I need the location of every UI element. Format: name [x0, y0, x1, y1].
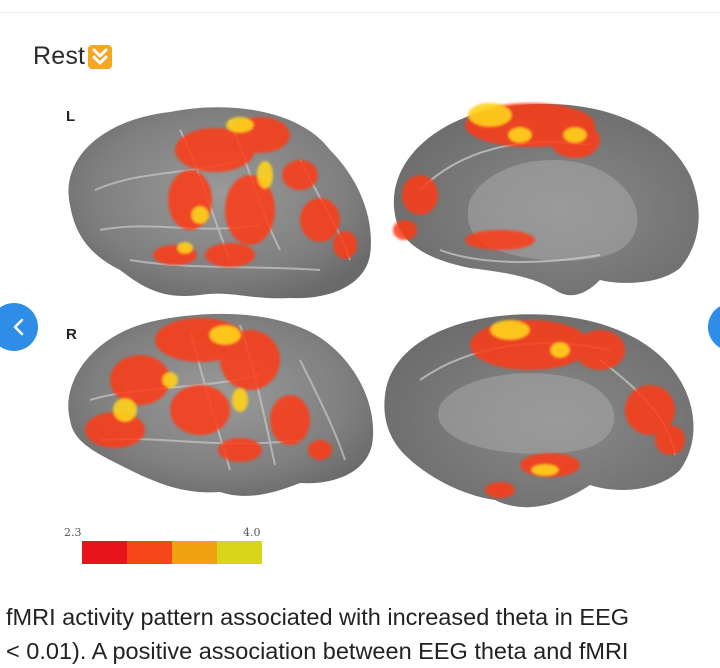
- title-text: Rest: [33, 42, 86, 70]
- top-divider: [0, 12, 720, 13]
- slide-title: Rest: [33, 42, 113, 71]
- brain-right-lateral: [68, 313, 374, 496]
- colorbar: [82, 541, 262, 564]
- caption-line-2: < 0.01). A positive association between …: [6, 638, 629, 664]
- brain-left-medial: [393, 103, 699, 296]
- colorbar-segment: [127, 541, 172, 564]
- colorbar-min-label: 2.3: [64, 526, 82, 539]
- down-double-arrow-icon: [88, 45, 113, 69]
- colorbar-segment: [217, 541, 262, 564]
- colorbar-segment: [172, 541, 217, 564]
- colorbar-segment: [82, 541, 127, 564]
- brain-right-medial: [384, 314, 694, 508]
- caption-line-1: fMRI activity pattern associated with in…: [6, 604, 630, 630]
- hemisphere-label-left: L: [66, 108, 76, 125]
- figure-caption: fMRI activity pattern associated with in…: [6, 600, 720, 668]
- next-button[interactable]: [708, 303, 720, 351]
- hemisphere-label-right: R: [66, 326, 77, 343]
- chevron-left-icon: [13, 318, 24, 336]
- colorbar-max-label: 4.0: [243, 526, 261, 539]
- brain-left-lateral: [68, 107, 371, 299]
- previous-button[interactable]: [0, 303, 38, 351]
